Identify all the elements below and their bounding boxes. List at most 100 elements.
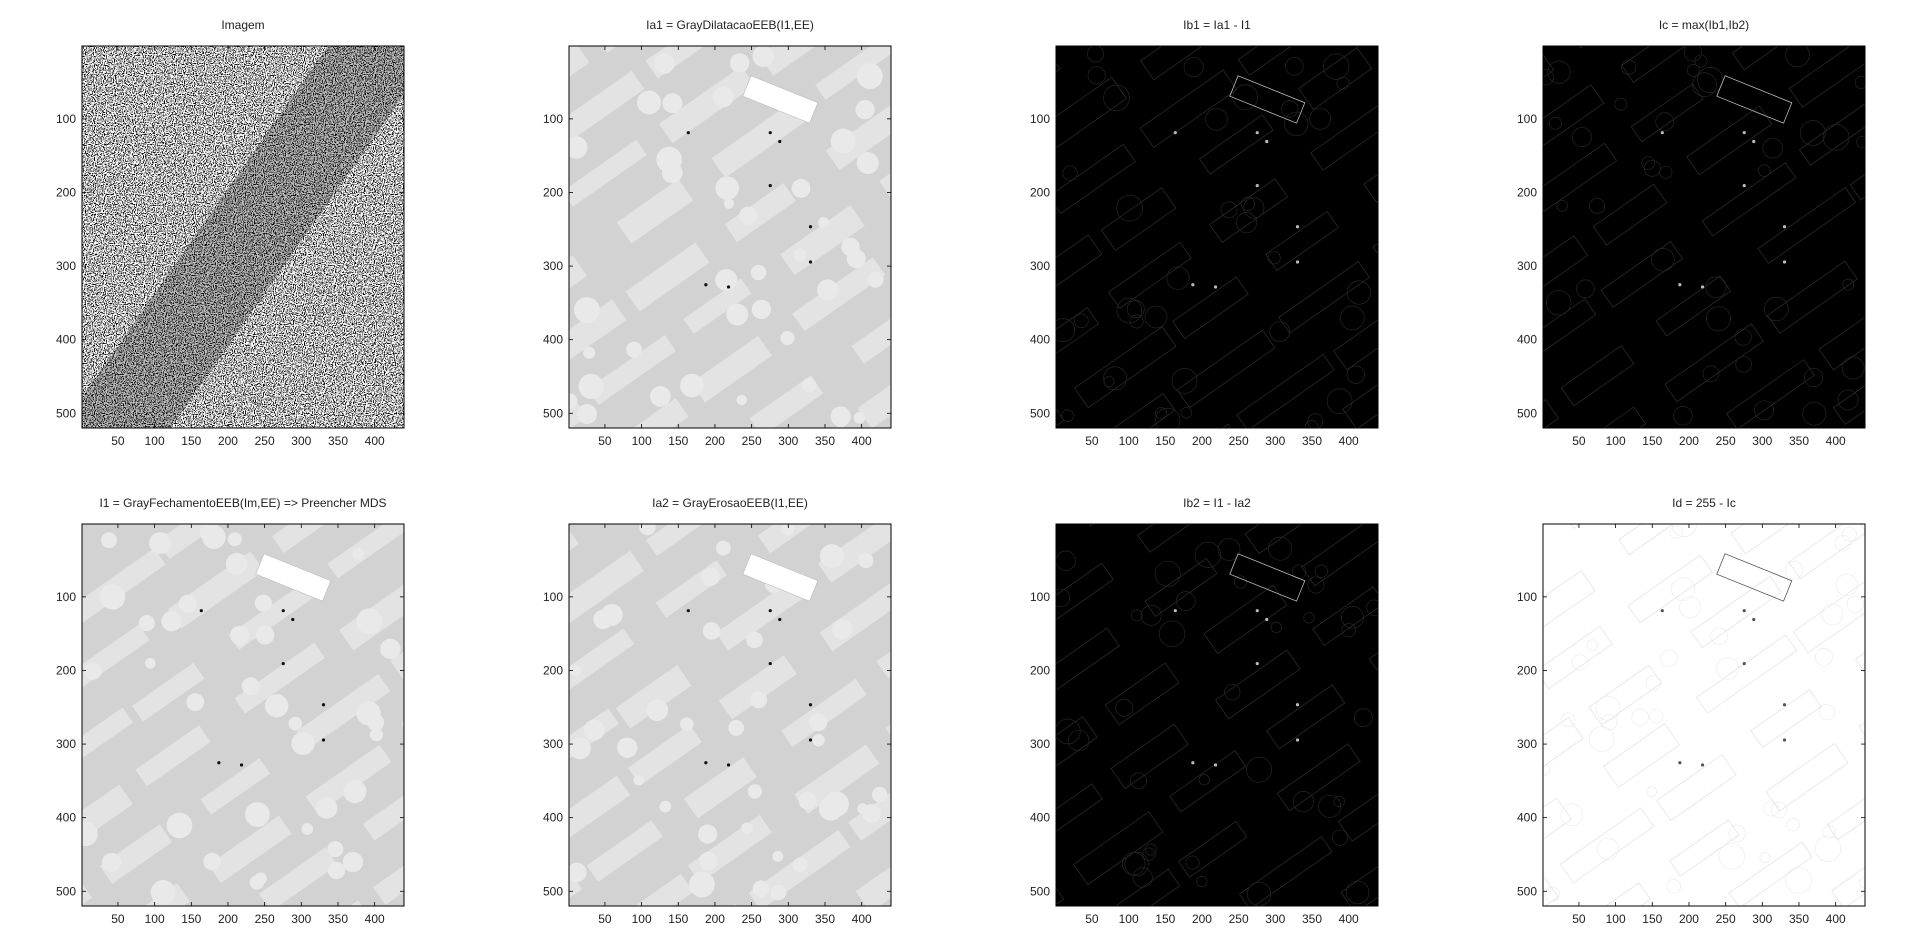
y-tick-label: 200 xyxy=(543,185,563,199)
axes-frame xyxy=(1055,523,1379,907)
y-tick-label: 500 xyxy=(1517,884,1537,898)
subplot-6: Ia2 = GrayErosaoEEB(I1,EE) 50 100 150 200 250… xyxy=(543,496,892,926)
y-tick-label: 500 xyxy=(1030,884,1050,898)
image-area xyxy=(1056,46,1378,428)
subplot-title: Id = 255 - Ic xyxy=(1672,496,1736,510)
x-tick-label: 350 xyxy=(328,434,348,448)
y-tick-label: 500 xyxy=(56,884,76,898)
y-tick-label: 100 xyxy=(56,590,76,604)
x-tick-label: 400 xyxy=(1826,434,1846,448)
subplot-title: Ib2 = I1 - Ia2 xyxy=(1183,496,1251,510)
y-tick-label: 300 xyxy=(56,737,76,751)
subplot-4: Ic = max(Ib1,Ib2) 50 100 150 200 250 300 350 400… xyxy=(1517,18,1866,448)
x-tick-label: 250 xyxy=(742,912,762,926)
subplot-title: Imagem xyxy=(221,18,264,32)
axes-frame xyxy=(568,523,892,907)
x-tick-label: 300 xyxy=(291,912,311,926)
x-tick-label: 150 xyxy=(1642,912,1662,926)
y-tick-label: 200 xyxy=(1517,663,1537,677)
x-tick-label: 100 xyxy=(632,912,652,926)
y-tick-label: 100 xyxy=(1030,112,1050,126)
x-tick-label: 50 xyxy=(1085,912,1099,926)
x-tick-label: 50 xyxy=(598,912,612,926)
subplot-8: Id = 255 - Ic 50 100 150 200 250 300 350 400 100 2… xyxy=(1517,496,1866,926)
x-tick-label: 250 xyxy=(1229,912,1249,926)
y-tick-label: 300 xyxy=(543,737,563,751)
axes-frame xyxy=(81,45,405,429)
x-tick-label: 300 xyxy=(1265,434,1285,448)
x-tick-label: 300 xyxy=(291,434,311,448)
y-tick-label: 200 xyxy=(543,663,563,677)
subplot-title: Ic = max(Ib1,Ib2) xyxy=(1659,18,1749,32)
y-tick-label: 300 xyxy=(1030,259,1050,273)
y-tick-label: 100 xyxy=(56,112,76,126)
subplot-1: Imagem 50 100 150 200 250 300 350 400 100 200 300 40… xyxy=(56,18,405,448)
x-tick-label: 250 xyxy=(1716,434,1736,448)
subplot-title: Ia2 = GrayErosaoEEB(I1,EE) xyxy=(652,496,808,510)
x-tick-label: 150 xyxy=(1642,434,1662,448)
x-tick-label: 50 xyxy=(1572,434,1586,448)
image-area xyxy=(1543,524,1865,906)
y-tick-label: 400 xyxy=(1030,333,1050,347)
y-tick-label: 100 xyxy=(1030,590,1050,604)
x-tick-label: 200 xyxy=(218,434,238,448)
image-area xyxy=(569,524,891,906)
x-tick-label: 350 xyxy=(328,912,348,926)
x-tick-label: 50 xyxy=(111,912,125,926)
y-tick-label: 500 xyxy=(1030,406,1050,420)
x-tick-label: 350 xyxy=(1789,912,1809,926)
y-tick-label: 300 xyxy=(1517,259,1537,273)
y-tick-label: 200 xyxy=(56,185,76,199)
image-area xyxy=(82,524,404,906)
y-tick-label: 300 xyxy=(56,259,76,273)
subplot-title: Ib1 = Ia1 - I1 xyxy=(1183,18,1251,32)
x-tick-label: 200 xyxy=(1679,912,1699,926)
y-tick-label: 400 xyxy=(1030,811,1050,825)
x-tick-label: 300 xyxy=(778,912,798,926)
y-tick-label: 200 xyxy=(1517,185,1537,199)
subplot-2: Ia1 = GrayDilatacaoEEB(I1,EE) 50 100 150 200… xyxy=(543,18,892,448)
y-tick-label: 200 xyxy=(1030,663,1050,677)
y-tick-label: 200 xyxy=(56,663,76,677)
x-tick-label: 50 xyxy=(598,434,612,448)
x-tick-label: 400 xyxy=(1339,434,1359,448)
x-tick-label: 400 xyxy=(365,912,385,926)
x-tick-label: 200 xyxy=(1679,434,1699,448)
y-tick-label: 400 xyxy=(56,333,76,347)
subplot-title: Ia1 = GrayDilatacaoEEB(I1,EE) xyxy=(646,18,814,32)
y-tick-label: 400 xyxy=(56,811,76,825)
y-tick-label: 500 xyxy=(543,406,563,420)
x-tick-label: 300 xyxy=(1265,912,1285,926)
y-tick-label: 400 xyxy=(1517,811,1537,825)
y-tick-label: 100 xyxy=(1517,590,1537,604)
x-tick-label: 100 xyxy=(1606,912,1626,926)
image-area xyxy=(82,46,404,428)
axes-frame xyxy=(1542,523,1866,907)
x-tick-label: 100 xyxy=(145,434,165,448)
image-area xyxy=(1543,46,1865,428)
image-area xyxy=(1056,524,1378,906)
x-tick-label: 200 xyxy=(1192,434,1212,448)
x-tick-label: 50 xyxy=(111,434,125,448)
x-tick-label: 150 xyxy=(668,434,688,448)
y-tick-label: 400 xyxy=(1517,333,1537,347)
x-tick-label: 350 xyxy=(1302,912,1322,926)
x-tick-label: 150 xyxy=(181,912,201,926)
y-tick-label: 100 xyxy=(1517,112,1537,126)
y-tick-label: 400 xyxy=(543,811,563,825)
x-tick-label: 400 xyxy=(365,434,385,448)
image-area xyxy=(569,46,891,428)
x-tick-label: 250 xyxy=(1716,912,1736,926)
y-tick-label: 500 xyxy=(543,884,563,898)
x-tick-label: 100 xyxy=(1606,434,1626,448)
x-tick-label: 150 xyxy=(1155,912,1175,926)
x-tick-label: 250 xyxy=(255,912,275,926)
y-tick-label: 400 xyxy=(543,333,563,347)
axes-frame xyxy=(568,45,892,429)
x-tick-label: 200 xyxy=(218,912,238,926)
x-tick-label: 300 xyxy=(1752,912,1772,926)
axes-frame xyxy=(81,523,405,907)
y-tick-label: 300 xyxy=(1030,737,1050,751)
x-tick-label: 350 xyxy=(1302,434,1322,448)
y-tick-label: 100 xyxy=(543,590,563,604)
